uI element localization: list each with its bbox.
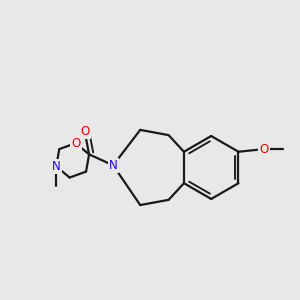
Text: O: O — [259, 142, 268, 156]
Text: O: O — [71, 136, 80, 150]
Text: N: N — [52, 160, 61, 173]
Text: N: N — [109, 159, 118, 172]
Text: O: O — [80, 125, 89, 138]
